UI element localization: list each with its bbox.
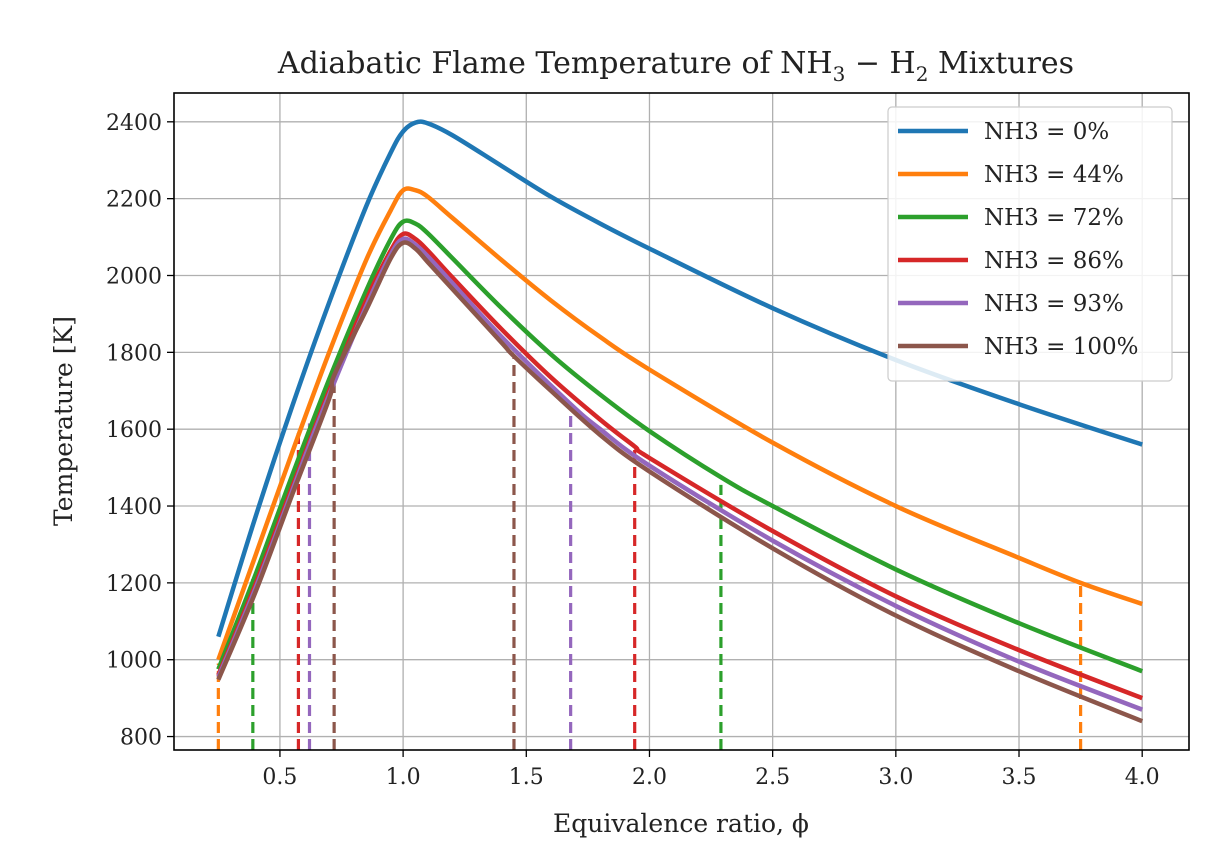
y-axis-label: Temperature [K]	[49, 316, 78, 526]
x-tick-label: 1.5	[509, 765, 544, 790]
x-tick-label: 1.0	[386, 765, 421, 790]
legend-label-nh3-93: NH3 = 93%	[984, 291, 1124, 317]
y-tick-label: 2000	[106, 265, 162, 290]
plot-frame	[173, 92, 1190, 751]
x-tick-label: 0.5	[262, 765, 297, 790]
legend-label-nh3-44: NH3 = 44%	[984, 162, 1124, 188]
x-tick-label: 2.0	[632, 765, 667, 790]
y-axis-ticks: 800 1000 1200 1400 1600 1800 2000 2200 2400	[106, 111, 174, 751]
x-axis-ticks: 0.5 1.0 1.5 2.0 2.5 3.0 3.5 4.0	[262, 750, 1160, 790]
y-tick-label: 800	[120, 726, 162, 751]
y-tick-label: 2200	[106, 188, 162, 213]
legend: NH3 = 0% NH3 = 44% NH3 = 72% NH3 = 86% NH3 =…	[887, 106, 1173, 382]
y-tick-label: 2400	[106, 111, 162, 136]
series-line-nh3-44	[216, 186, 1143, 661]
y-tick-label: 1800	[106, 341, 162, 366]
legend-label-nh3-86: NH3 = 86%	[984, 248, 1124, 274]
series-line-nh3-72	[216, 218, 1144, 674]
y-tick-label: 1000	[106, 649, 162, 674]
x-axis-label: Equivalence ratio, ϕ	[553, 809, 809, 838]
series-lines	[216, 119, 1144, 724]
y-tick-label: 1400	[106, 495, 162, 520]
legend-label-nh3-100: NH3 = 100%	[984, 334, 1138, 360]
y-tick-label: 1200	[106, 572, 162, 597]
chart-title: Adiabatic Flame Temperature of NH3 − H2 …	[277, 46, 1074, 86]
x-tick-label: 4.0	[1125, 765, 1160, 790]
legend-label-nh3-0: NH3 = 0%	[984, 119, 1109, 145]
series-line-nh3-100	[216, 240, 1144, 724]
x-tick-label: 3.5	[1002, 765, 1037, 790]
series-line-nh3-0	[216, 119, 1143, 638]
y-tick-label: 1600	[106, 418, 162, 443]
x-tick-label: 3.0	[878, 765, 913, 790]
x-tick-label: 2.5	[755, 765, 790, 790]
legend-label-nh3-72: NH3 = 72%	[984, 205, 1124, 231]
